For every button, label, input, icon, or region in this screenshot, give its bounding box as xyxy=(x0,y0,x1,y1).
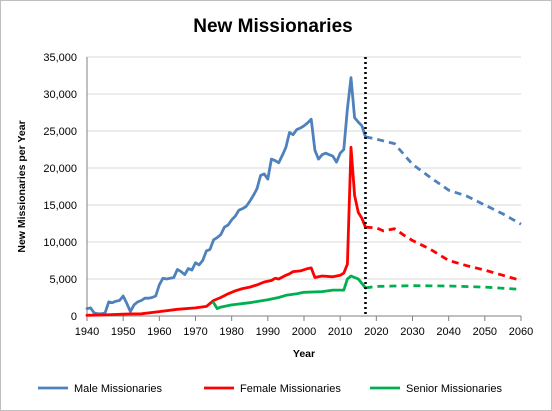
series-line-projected-2 xyxy=(365,284,522,291)
x-tick-label: 1970 xyxy=(183,326,207,338)
x-tick-label: 1990 xyxy=(256,326,280,338)
x-tick-label: 2060 xyxy=(509,326,533,338)
y-tick-label: 30,000 xyxy=(43,89,77,101)
x-axis-label: Year xyxy=(293,348,315,360)
x-tick-label: 1960 xyxy=(147,326,171,338)
y-tick-label: 5,000 xyxy=(49,274,77,286)
legend-label-0: Male Missionaries xyxy=(74,383,163,395)
legend-label-1: Female Missionaries xyxy=(240,383,341,395)
y-tick-label: 0 xyxy=(71,311,77,323)
chart-title: New Missionaries xyxy=(193,16,352,37)
y-tick-label: 20,000 xyxy=(43,163,77,175)
series-line-actual-0 xyxy=(85,76,367,316)
x-tick-label: 2040 xyxy=(436,326,460,338)
x-tick-label: 2020 xyxy=(364,326,388,338)
x-tick-label: 2010 xyxy=(328,326,352,338)
y-axis-label: New Missionaries per Year xyxy=(16,120,28,252)
series-line-actual-2 xyxy=(212,274,367,311)
x-tick-label: 1950 xyxy=(111,326,135,338)
y-tick-label: 35,000 xyxy=(43,52,77,64)
x-tick-label: 1980 xyxy=(219,326,243,338)
legend-label-2: Senior Missionaries xyxy=(406,383,502,395)
y-tick-label: 25,000 xyxy=(43,126,77,138)
series-line-projected-0 xyxy=(365,135,522,226)
y-tick-label: 10,000 xyxy=(43,237,77,249)
series-line-projected-1 xyxy=(365,225,522,282)
x-tick-label: 2000 xyxy=(292,326,316,338)
y-tick-label: 15,000 xyxy=(43,200,77,212)
series-line-actual-1 xyxy=(85,145,367,317)
x-tick-label: 2050 xyxy=(473,326,497,338)
x-tick-label: 1940 xyxy=(75,326,99,338)
x-tick-label: 2030 xyxy=(400,326,424,338)
